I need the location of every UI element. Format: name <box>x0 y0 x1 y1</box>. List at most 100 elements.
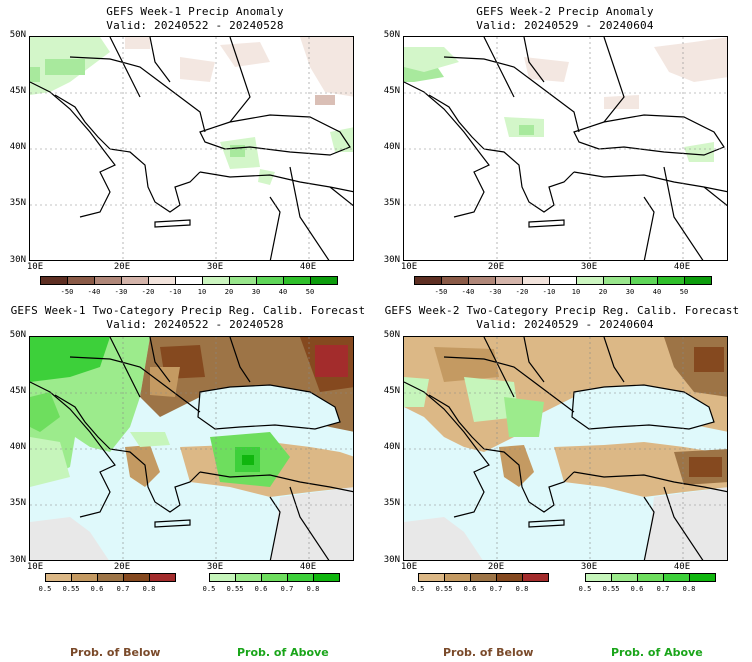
colorbar-tick: 0.7 <box>489 585 503 593</box>
colorbar-tick: 0.6 <box>254 585 268 593</box>
colorbar-tick: 10 <box>197 288 207 296</box>
colorbar-tick: -40 <box>461 288 475 296</box>
lat-label: 45N <box>9 86 26 96</box>
colorbar-swatch <box>689 573 716 582</box>
lon-label: 30E <box>206 562 224 572</box>
colorbar-swatch <box>229 276 257 285</box>
lat-label: 50N <box>9 330 26 340</box>
colorbar-swatch <box>576 276 604 285</box>
colorbar-swatch <box>209 573 236 582</box>
prob-above-label-right: Prob. of Above <box>611 646 703 659</box>
panel3-valid: Valid: 20240522 - 20240528 <box>106 318 284 331</box>
colorbar-tick: 0.8 <box>306 585 320 593</box>
colorbar-swatch <box>468 276 496 285</box>
lat-label: 35N <box>9 498 26 508</box>
colorbar-swatch <box>637 573 664 582</box>
lon-label: 20E <box>487 562 505 572</box>
colorbar-swatch <box>522 573 549 582</box>
colorbar-swatch <box>585 573 612 582</box>
colorbar-tick: 0.5 <box>578 585 592 593</box>
colorbar-swatch <box>287 573 314 582</box>
lat-label: 45N <box>383 86 400 96</box>
colorbar-swatch <box>522 276 550 285</box>
colorbar-swatch <box>444 573 471 582</box>
colorbar-tick: 30 <box>625 288 635 296</box>
panel2-title: GEFS Week-2 Precip Anomaly <box>476 5 654 18</box>
colorbar-tick: -10 <box>168 288 182 296</box>
colorbar-tick: 0.5 <box>411 585 425 593</box>
lon-label: 30E <box>206 262 224 272</box>
colorbar-tick: -30 <box>114 288 128 296</box>
lat-label: 30N <box>383 255 400 265</box>
colorbar-swatch <box>684 276 712 285</box>
map-week1-anomaly <box>29 36 354 261</box>
lat-label: 40N <box>383 142 400 152</box>
colorbar-swatch <box>123 573 150 582</box>
lon-label: 20E <box>113 262 131 272</box>
colorbar-tick: -10 <box>542 288 556 296</box>
lon-label: 40E <box>299 262 317 272</box>
colorbar-tick: 0.8 <box>515 585 529 593</box>
lat-label: 45N <box>383 386 400 396</box>
lon-label: 40E <box>673 562 691 572</box>
lon-label: 30E <box>580 562 598 572</box>
colorbar-tick: 0.55 <box>62 585 80 593</box>
lon-label: 30E <box>580 262 598 272</box>
colorbar-tick: -50 <box>60 288 74 296</box>
colorbar-swatch <box>121 276 149 285</box>
colorbar-tick: 20 <box>224 288 234 296</box>
colorbar-tick: 30 <box>251 288 261 296</box>
colorbar-swatch <box>414 276 442 285</box>
lon-label: 10E <box>400 262 418 272</box>
lat-label: 40N <box>9 442 26 452</box>
colorbar-tick: 50 <box>679 288 689 296</box>
colorbar-swatch <box>283 276 311 285</box>
lat-label: 40N <box>9 142 26 152</box>
lat-label: 40N <box>383 442 400 452</box>
colorbar-tick: -50 <box>434 288 448 296</box>
prob-above-label-left: Prob. of Above <box>237 646 329 659</box>
panel4-title: GEFS Week-2 Two-Category Precip Reg. Cal… <box>384 304 740 317</box>
colorbar-swatch <box>495 276 523 285</box>
lat-label: 30N <box>9 255 26 265</box>
colorbar-tick: -20 <box>515 288 529 296</box>
colorbar-swatch <box>235 573 262 582</box>
colorbar-swatch <box>256 276 284 285</box>
lon-label: 40E <box>299 562 317 572</box>
colorbar-tick: -20 <box>141 288 155 296</box>
colorbar-tick: 0.55 <box>435 585 453 593</box>
colorbar-swatch <box>67 276 95 285</box>
colorbar-swatch <box>261 573 288 582</box>
colorbar-tick: -40 <box>87 288 101 296</box>
colorbar-tick: 0.6 <box>630 585 644 593</box>
colorbar-swatch <box>441 276 469 285</box>
map-week1-two-category <box>29 336 354 561</box>
lon-label: 20E <box>113 562 131 572</box>
lat-label: 35N <box>383 498 400 508</box>
colorbar-tick: 50 <box>305 288 315 296</box>
lat-label: 30N <box>9 555 26 565</box>
colorbar-tick: 0.6 <box>463 585 477 593</box>
colorbar-swatch <box>148 276 176 285</box>
colorbar-tick: -30 <box>488 288 502 296</box>
colorbar-tick: 40 <box>652 288 662 296</box>
lon-label: 10E <box>400 562 418 572</box>
colorbar-swatch <box>71 573 98 582</box>
prob-below-label-left: Prob. of Below <box>70 646 161 659</box>
map-week2-anomaly <box>403 36 728 261</box>
colorbar-tick: 0.55 <box>226 585 244 593</box>
prob-below-label-right: Prob. of Below <box>443 646 534 659</box>
colorbar-tick: 0.8 <box>682 585 696 593</box>
lat-label: 35N <box>383 198 400 208</box>
panel4-valid: Valid: 20240529 - 20240604 <box>476 318 654 331</box>
colorbar-swatch <box>663 573 690 582</box>
colorbar-swatch <box>496 573 523 582</box>
colorbar-tick: 0.7 <box>116 585 130 593</box>
lat-label: 35N <box>9 198 26 208</box>
map-week2-two-category <box>403 336 728 561</box>
colorbar-swatch <box>603 276 631 285</box>
colorbar-tick: 40 <box>278 288 288 296</box>
colorbar-tick: 0.8 <box>142 585 156 593</box>
colorbar-tick: 0.7 <box>656 585 670 593</box>
colorbar-tick: 0.6 <box>90 585 104 593</box>
